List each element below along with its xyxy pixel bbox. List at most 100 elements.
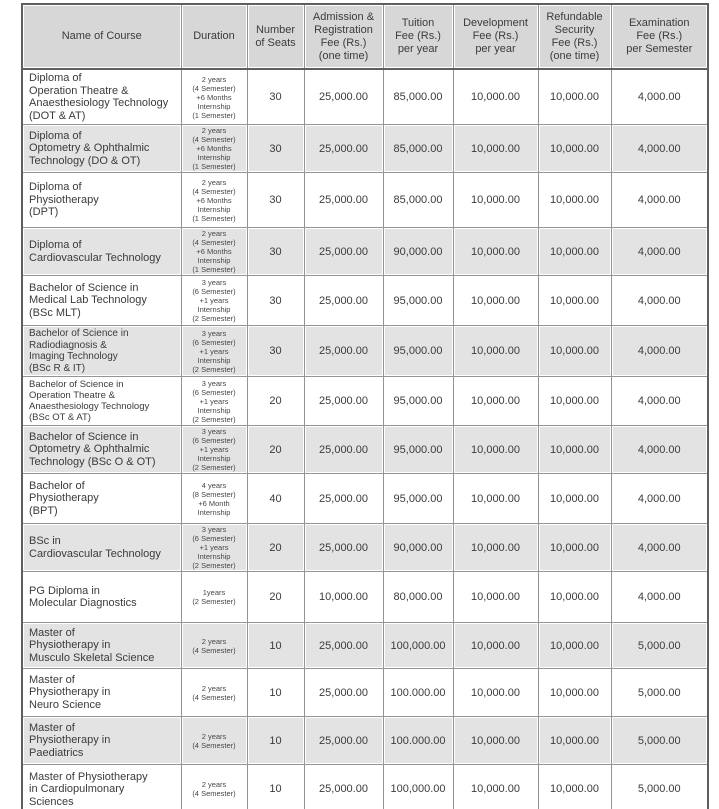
cell-name: Bachelor of Science in Optometry & Ophth… — [21, 425, 182, 474]
cell-duration: 3 years (6 Semester) +1 years Internship… — [180, 376, 248, 426]
cell-security: 10,000.00 — [537, 571, 612, 623]
cell-seats: 30 — [246, 275, 305, 326]
cell-admission: 25,000.00 — [303, 124, 384, 173]
cell-admission: 25,000.00 — [303, 68, 384, 125]
col-header-refundable-security-fee: Refundable Security Fee (Rs.) (one time) — [537, 3, 612, 70]
cell-exam: 4,000.00 — [610, 227, 709, 276]
table-row: BSc in Cardiovascular Technology 3 years … — [21, 523, 709, 572]
col-header-duration: Duration — [180, 3, 248, 70]
cell-development: 10,000.00 — [452, 325, 539, 377]
cell-security: 10,000.00 — [537, 425, 612, 474]
cell-tuition: 85,000.00 — [382, 172, 454, 228]
cell-duration: 2 years (4 Semester) +6 Months Internshi… — [180, 124, 248, 173]
cell-name: Bachelor of Science in Operation Theatre… — [21, 376, 182, 426]
cell-development: 10,000.00 — [452, 668, 539, 717]
cell-tuition: 95,000.00 — [382, 325, 454, 377]
cell-name: Bachelor of Physiotherapy (BPT) — [21, 473, 182, 524]
cell-tuition: 80,000.00 — [382, 571, 454, 623]
cell-admission: 25,000.00 — [303, 275, 384, 326]
table-row: Master of Physiotherapy in Paediatrics 2 … — [21, 716, 709, 765]
cell-admission: 25,000.00 — [303, 622, 384, 669]
cell-security: 10,000.00 — [537, 376, 612, 426]
cell-security: 10,000.00 — [537, 124, 612, 173]
col-header-development-fee: Development Fee (Rs.) per year — [452, 3, 539, 70]
cell-security: 10,000.00 — [537, 716, 612, 765]
cell-security: 10,000.00 — [537, 172, 612, 228]
cell-name: Bachelor of Science in Radiodiagnosis & … — [21, 325, 182, 377]
cell-duration: 2 years (4 Semester) — [180, 764, 248, 809]
cell-name: BSc in Cardiovascular Technology — [21, 523, 182, 572]
table-row: PG Diploma in Molecular Diagnostics 1year… — [21, 571, 709, 623]
table-row: Bachelor of Science in Medical Lab Techn… — [21, 275, 709, 326]
cell-seats: 20 — [246, 571, 305, 623]
cell-development: 10,000.00 — [452, 275, 539, 326]
cell-seats: 30 — [246, 68, 305, 125]
cell-exam: 4,000.00 — [610, 124, 709, 173]
cell-name: Master of Physiotherapy in Cardiopulmona… — [21, 764, 182, 809]
cell-name: Diploma of Cardiovascular Technology — [21, 227, 182, 276]
cell-development: 10,000.00 — [452, 124, 539, 173]
cell-duration: 2 years (4 Semester) — [180, 668, 248, 717]
cell-exam: 4,000.00 — [610, 325, 709, 377]
cell-development: 10,000.00 — [452, 376, 539, 426]
table-row: Diploma of Operation Theatre & Anaesthes… — [21, 68, 709, 125]
cell-admission: 25,000.00 — [303, 172, 384, 228]
table-row: Diploma of Optometry & Ophthalmic Techno… — [21, 124, 709, 173]
cell-name: Diploma of Operation Theatre & Anaesthes… — [21, 68, 182, 125]
cell-development: 10,000.00 — [452, 764, 539, 809]
cell-security: 10,000.00 — [537, 68, 612, 125]
cell-exam: 4,000.00 — [610, 571, 709, 623]
cell-admission: 25,000.00 — [303, 716, 384, 765]
cell-admission: 25,000.00 — [303, 473, 384, 524]
cell-exam: 5,000.00 — [610, 622, 709, 669]
cell-development: 10,000.00 — [452, 227, 539, 276]
cell-seats: 30 — [246, 172, 305, 228]
cell-admission: 25,000.00 — [303, 523, 384, 572]
cell-exam: 4,000.00 — [610, 473, 709, 524]
table-row: Master of Physiotherapy in Cardiopulmona… — [21, 764, 709, 809]
cell-seats: 40 — [246, 473, 305, 524]
cell-name: PG Diploma in Molecular Diagnostics — [21, 571, 182, 623]
cell-name: Diploma of Optometry & Ophthalmic Techno… — [21, 124, 182, 173]
cell-duration: 2 years (4 Semester) — [180, 622, 248, 669]
cell-security: 10,000.00 — [537, 325, 612, 377]
cell-admission: 25,000.00 — [303, 325, 384, 377]
cell-security: 10,000.00 — [537, 622, 612, 669]
cell-exam: 4,000.00 — [610, 425, 709, 474]
cell-development: 10,000.00 — [452, 622, 539, 669]
cell-duration: 1years (2 Semester) — [180, 571, 248, 623]
cell-name: Bachelor of Science in Medical Lab Techn… — [21, 275, 182, 326]
col-header-examination-fee: Examination Fee (Rs.) per Semester — [610, 3, 709, 70]
cell-development: 10,000.00 — [452, 571, 539, 623]
cell-duration: 3 years (6 Semester) +1 years Internship… — [180, 275, 248, 326]
cell-seats: 10 — [246, 716, 305, 765]
cell-tuition: 95,000.00 — [382, 275, 454, 326]
cell-admission: 10,000.00 — [303, 571, 384, 623]
cell-name: Master of Physiotherapy in Paediatrics — [21, 716, 182, 765]
cell-development: 10,000.00 — [452, 523, 539, 572]
cell-security: 10,000.00 — [537, 275, 612, 326]
table-row: Master of Physiotherapy in Musculo Skele… — [21, 622, 709, 669]
cell-tuition: 90,000.00 — [382, 227, 454, 276]
table-row: Diploma of Physiotherapy (DPT) 2 years (4… — [21, 172, 709, 228]
table-row: Bachelor of Science in Radiodiagnosis & … — [21, 325, 709, 377]
col-header-name-of-course: Name of Course — [21, 3, 182, 70]
cell-exam: 5,000.00 — [610, 668, 709, 717]
cell-exam: 4,000.00 — [610, 68, 709, 125]
cell-seats: 20 — [246, 523, 305, 572]
cell-seats: 10 — [246, 668, 305, 717]
cell-duration: 2 years (4 Semester) +6 Months Internshi… — [180, 227, 248, 276]
cell-seats: 10 — [246, 764, 305, 809]
cell-development: 10,000.00 — [452, 172, 539, 228]
cell-exam: 4,000.00 — [610, 172, 709, 228]
cell-duration: 3 years (6 Semester) +1 years Internship… — [180, 523, 248, 572]
cell-development: 10,000.00 — [452, 716, 539, 765]
cell-tuition: 95,000.00 — [382, 473, 454, 524]
table-body: Diploma of Operation Theatre & Anaesthes… — [21, 68, 709, 809]
cell-duration: 3 years (6 Semester) +1 years Internship… — [180, 425, 248, 474]
header-row: Name of Course Duration Number of Seats … — [21, 3, 709, 70]
cell-tuition: 100.000.00 — [382, 716, 454, 765]
cell-admission: 25,000.00 — [303, 376, 384, 426]
cell-tuition: 100.000.00 — [382, 668, 454, 717]
cell-tuition: 100,000.00 — [382, 622, 454, 669]
